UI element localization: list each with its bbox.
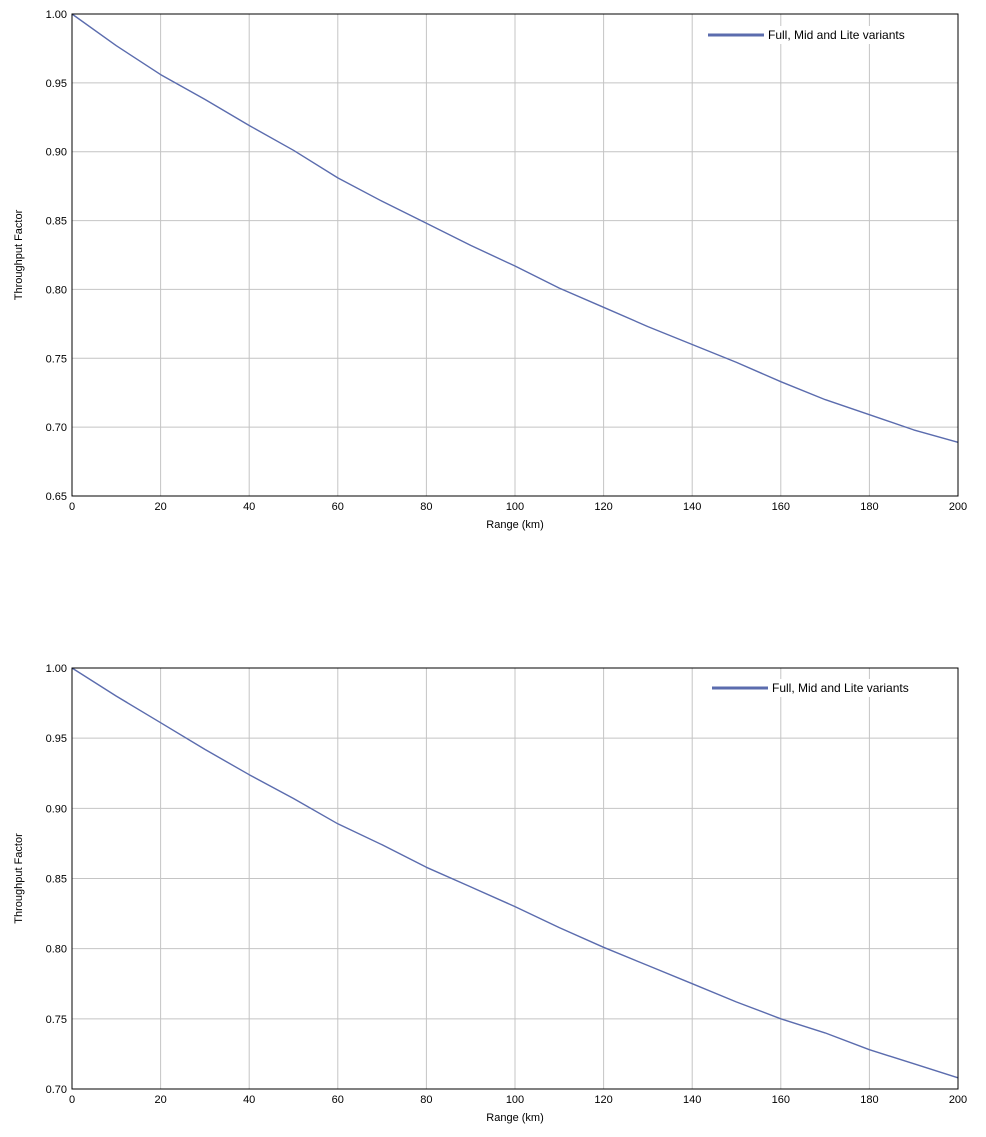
x-tick-label: 100 xyxy=(506,1094,524,1106)
plot-frame xyxy=(71,667,959,1090)
y-tick-label: 0.70 xyxy=(46,1084,67,1096)
x-tick-label: 80 xyxy=(420,501,432,513)
x-tick-label: 140 xyxy=(683,501,701,513)
x-tick-label: 100 xyxy=(506,501,524,513)
x-axis-title: Range (km) xyxy=(486,1112,543,1124)
x-tick-label: 160 xyxy=(772,1094,790,1106)
series-line-0 xyxy=(71,13,959,443)
series xyxy=(71,667,959,1079)
x-tick-label: 0 xyxy=(69,501,75,513)
y-tick-label: 0.75 xyxy=(46,353,67,365)
chart-bottom: 0 20 40 60 80 100 120 140 160 180 200 0.70 0.75 0.80… xyxy=(0,656,986,1137)
x-tick-label: 200 xyxy=(949,501,967,513)
y-tick-label: 0.80 xyxy=(46,284,67,296)
x-tick-labels: 0 20 40 60 80 100 120 140 160 180 200 xyxy=(69,1094,967,1106)
legend-background xyxy=(704,26,950,44)
x-tick-label: 40 xyxy=(243,501,255,513)
x-tick-label: 20 xyxy=(154,1094,166,1106)
y-axis-title: Throughput Factor xyxy=(13,209,25,300)
y-tick-label: 1.00 xyxy=(46,9,67,21)
x-tick-label: 80 xyxy=(420,1094,432,1106)
y-tick-label: 0.85 xyxy=(46,216,67,228)
chart-bottom-svg: 0 20 40 60 80 100 120 140 160 180 200 0.70 0.75 0.80… xyxy=(13,663,967,1124)
y-tick-labels: 0.65 0.70 0.75 0.80 0.85 0.90 0.95 1.00 xyxy=(46,9,67,503)
legend-background xyxy=(708,679,950,697)
y-tick-label: 0.85 xyxy=(46,874,67,886)
legend-label: Full, Mid and Lite variants xyxy=(772,681,909,695)
x-tick-label: 120 xyxy=(594,501,612,513)
grid xyxy=(72,14,958,496)
y-tick-labels: 0.70 0.75 0.80 0.85 0.90 0.95 1.00 xyxy=(46,663,67,1096)
x-tick-label: 140 xyxy=(683,1094,701,1106)
y-tick-label: 0.80 xyxy=(46,944,67,956)
x-tick-label: 120 xyxy=(594,1094,612,1106)
x-tick-label: 0 xyxy=(69,1094,75,1106)
chart-top: 0 20 40 60 80 100 120 140 160 180 200 0.65 0.70 0.75… xyxy=(0,0,986,560)
y-tick-label: 0.95 xyxy=(46,78,67,90)
series xyxy=(71,13,959,443)
legend-label: Full, Mid and Lite variants xyxy=(768,28,905,42)
x-tick-label: 160 xyxy=(772,501,790,513)
y-axis-title: Throughput Factor xyxy=(13,833,25,924)
legend: Full, Mid and Lite variants xyxy=(708,679,950,697)
grid xyxy=(72,668,958,1089)
y-tick-label: 0.70 xyxy=(46,422,67,434)
x-tick-label: 60 xyxy=(332,501,344,513)
y-tick-label: 1.00 xyxy=(46,663,67,675)
x-tick-label: 60 xyxy=(332,1094,344,1106)
plot-frame xyxy=(71,13,959,497)
y-tick-label: 0.90 xyxy=(46,147,67,159)
legend: Full, Mid and Lite variants xyxy=(704,26,950,44)
x-tick-label: 180 xyxy=(860,501,878,513)
chart-top-svg: 0 20 40 60 80 100 120 140 160 180 200 0.65 0.70 0.75… xyxy=(13,9,967,531)
y-tick-label: 0.65 xyxy=(46,491,67,503)
x-tick-label: 180 xyxy=(860,1094,878,1106)
x-tick-labels: 0 20 40 60 80 100 120 140 160 180 200 xyxy=(69,501,967,513)
series-line-0 xyxy=(71,667,959,1079)
x-tick-label: 20 xyxy=(154,501,166,513)
y-tick-label: 0.95 xyxy=(46,733,67,745)
y-tick-label: 0.75 xyxy=(46,1014,67,1026)
x-axis-title: Range (km) xyxy=(486,519,543,531)
x-tick-label: 200 xyxy=(949,1094,967,1106)
x-tick-label: 40 xyxy=(243,1094,255,1106)
y-tick-label: 0.90 xyxy=(46,803,67,815)
